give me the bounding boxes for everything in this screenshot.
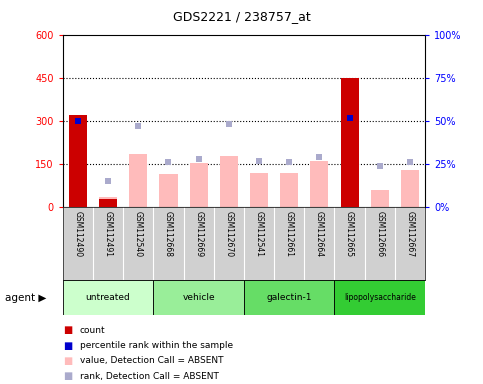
Bar bbox=[129, 154, 147, 207]
Text: galectin-1: galectin-1 bbox=[267, 293, 312, 302]
Bar bbox=[250, 173, 268, 207]
Text: agent ▶: agent ▶ bbox=[5, 293, 46, 303]
Bar bbox=[335, 280, 425, 315]
Text: GSM112540: GSM112540 bbox=[134, 211, 143, 257]
Text: GSM112491: GSM112491 bbox=[103, 211, 113, 257]
Text: untreated: untreated bbox=[85, 293, 130, 302]
Text: GDS2221 / 238757_at: GDS2221 / 238757_at bbox=[172, 10, 311, 23]
Bar bbox=[99, 197, 117, 207]
Text: GSM112670: GSM112670 bbox=[224, 211, 233, 257]
Text: lipopolysaccharide: lipopolysaccharide bbox=[344, 293, 416, 302]
Bar bbox=[341, 78, 358, 207]
Text: GSM112661: GSM112661 bbox=[284, 211, 294, 257]
Bar bbox=[99, 199, 117, 207]
Text: ■: ■ bbox=[63, 341, 72, 351]
Bar bbox=[189, 163, 208, 207]
Bar bbox=[244, 280, 334, 315]
Bar bbox=[401, 170, 419, 207]
Text: ■: ■ bbox=[63, 356, 72, 366]
Text: percentile rank within the sample: percentile rank within the sample bbox=[80, 341, 233, 350]
Bar bbox=[220, 156, 238, 207]
Text: GSM112667: GSM112667 bbox=[405, 211, 414, 257]
Text: GSM112669: GSM112669 bbox=[194, 211, 203, 257]
Bar bbox=[154, 280, 244, 315]
Bar bbox=[371, 190, 389, 207]
Text: GSM112490: GSM112490 bbox=[73, 211, 83, 257]
Text: vehicle: vehicle bbox=[182, 293, 215, 302]
Bar bbox=[159, 174, 178, 207]
Text: value, Detection Call = ABSENT: value, Detection Call = ABSENT bbox=[80, 356, 223, 366]
Text: GSM112666: GSM112666 bbox=[375, 211, 384, 257]
Text: ■: ■ bbox=[63, 325, 72, 335]
Text: ■: ■ bbox=[63, 371, 72, 381]
Bar bbox=[63, 280, 154, 315]
Bar bbox=[69, 115, 87, 207]
Text: GSM112664: GSM112664 bbox=[315, 211, 324, 257]
Text: GSM112668: GSM112668 bbox=[164, 211, 173, 257]
Text: rank, Detection Call = ABSENT: rank, Detection Call = ABSENT bbox=[80, 372, 219, 381]
Text: GSM112541: GSM112541 bbox=[255, 211, 264, 257]
Bar bbox=[311, 161, 328, 207]
Bar bbox=[280, 173, 298, 207]
Text: GSM112665: GSM112665 bbox=[345, 211, 354, 257]
Text: count: count bbox=[80, 326, 105, 335]
